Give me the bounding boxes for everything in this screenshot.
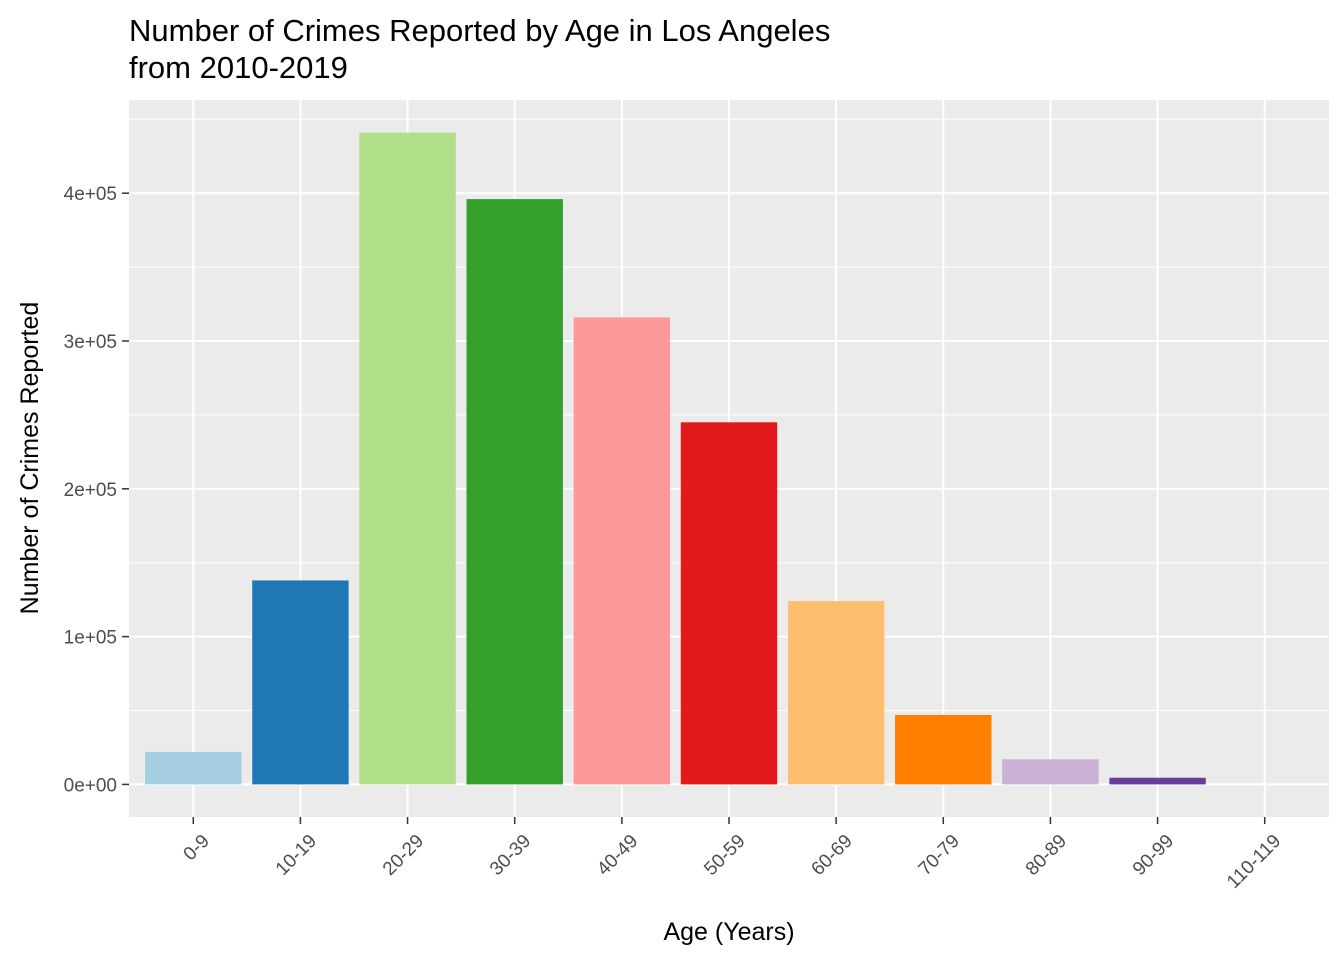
bar-30-39 <box>466 199 563 785</box>
x-tick-label-4: 40-49 <box>593 831 642 880</box>
y-tick-label-0: 0e+00 <box>64 775 117 796</box>
x-tick-label-10: 110-119 <box>1223 831 1285 893</box>
bar-40-49 <box>573 317 671 785</box>
x-tick-label-5: 50-59 <box>700 831 749 880</box>
x-axis-title: Age (Years) <box>663 918 794 946</box>
bar-20-29 <box>359 132 456 785</box>
chart-title-line-1: Number of Crimes Reported by Age in Los … <box>129 13 830 48</box>
bar-60-69 <box>787 601 885 785</box>
y-axis-title: Number of Crimes Reported <box>16 302 44 615</box>
bar-10-19 <box>252 580 349 785</box>
bar-70-79 <box>895 714 992 785</box>
bar-0-9 <box>145 751 242 785</box>
bars <box>145 132 1206 785</box>
y-tick-label-2: 2e+05 <box>64 480 117 501</box>
x-tick-label-0: 0-9 <box>180 831 214 865</box>
y-tick-label-4: 4e+05 <box>64 184 117 205</box>
x-tick-label-1: 10-19 <box>272 831 321 880</box>
x-tick-label-6: 60-69 <box>808 831 857 880</box>
x-axis-ticks: 0-9 10-19 20-29 30-39 40-49 50-59 60-69 70-79 80… <box>180 817 1285 893</box>
y-tick-label-1: 1e+05 <box>64 628 117 649</box>
x-tick-label-7: 70-79 <box>915 831 964 880</box>
bar-80-89 <box>1002 759 1099 785</box>
y-tick-label-3: 3e+05 <box>64 332 117 353</box>
x-tick-label-8: 80-89 <box>1022 831 1071 880</box>
chart-title-line-2: from 2010-2019 <box>129 50 348 85</box>
y-axis-ticks: 0e+00 1e+05 2e+05 3e+05 4e+05 <box>64 184 129 796</box>
x-tick-label-2: 20-29 <box>379 831 428 880</box>
bar-90-99 <box>1109 777 1206 785</box>
x-tick-label-9: 90-99 <box>1129 831 1178 880</box>
x-tick-label-3: 30-39 <box>486 831 535 880</box>
bar-50-59 <box>680 422 778 785</box>
